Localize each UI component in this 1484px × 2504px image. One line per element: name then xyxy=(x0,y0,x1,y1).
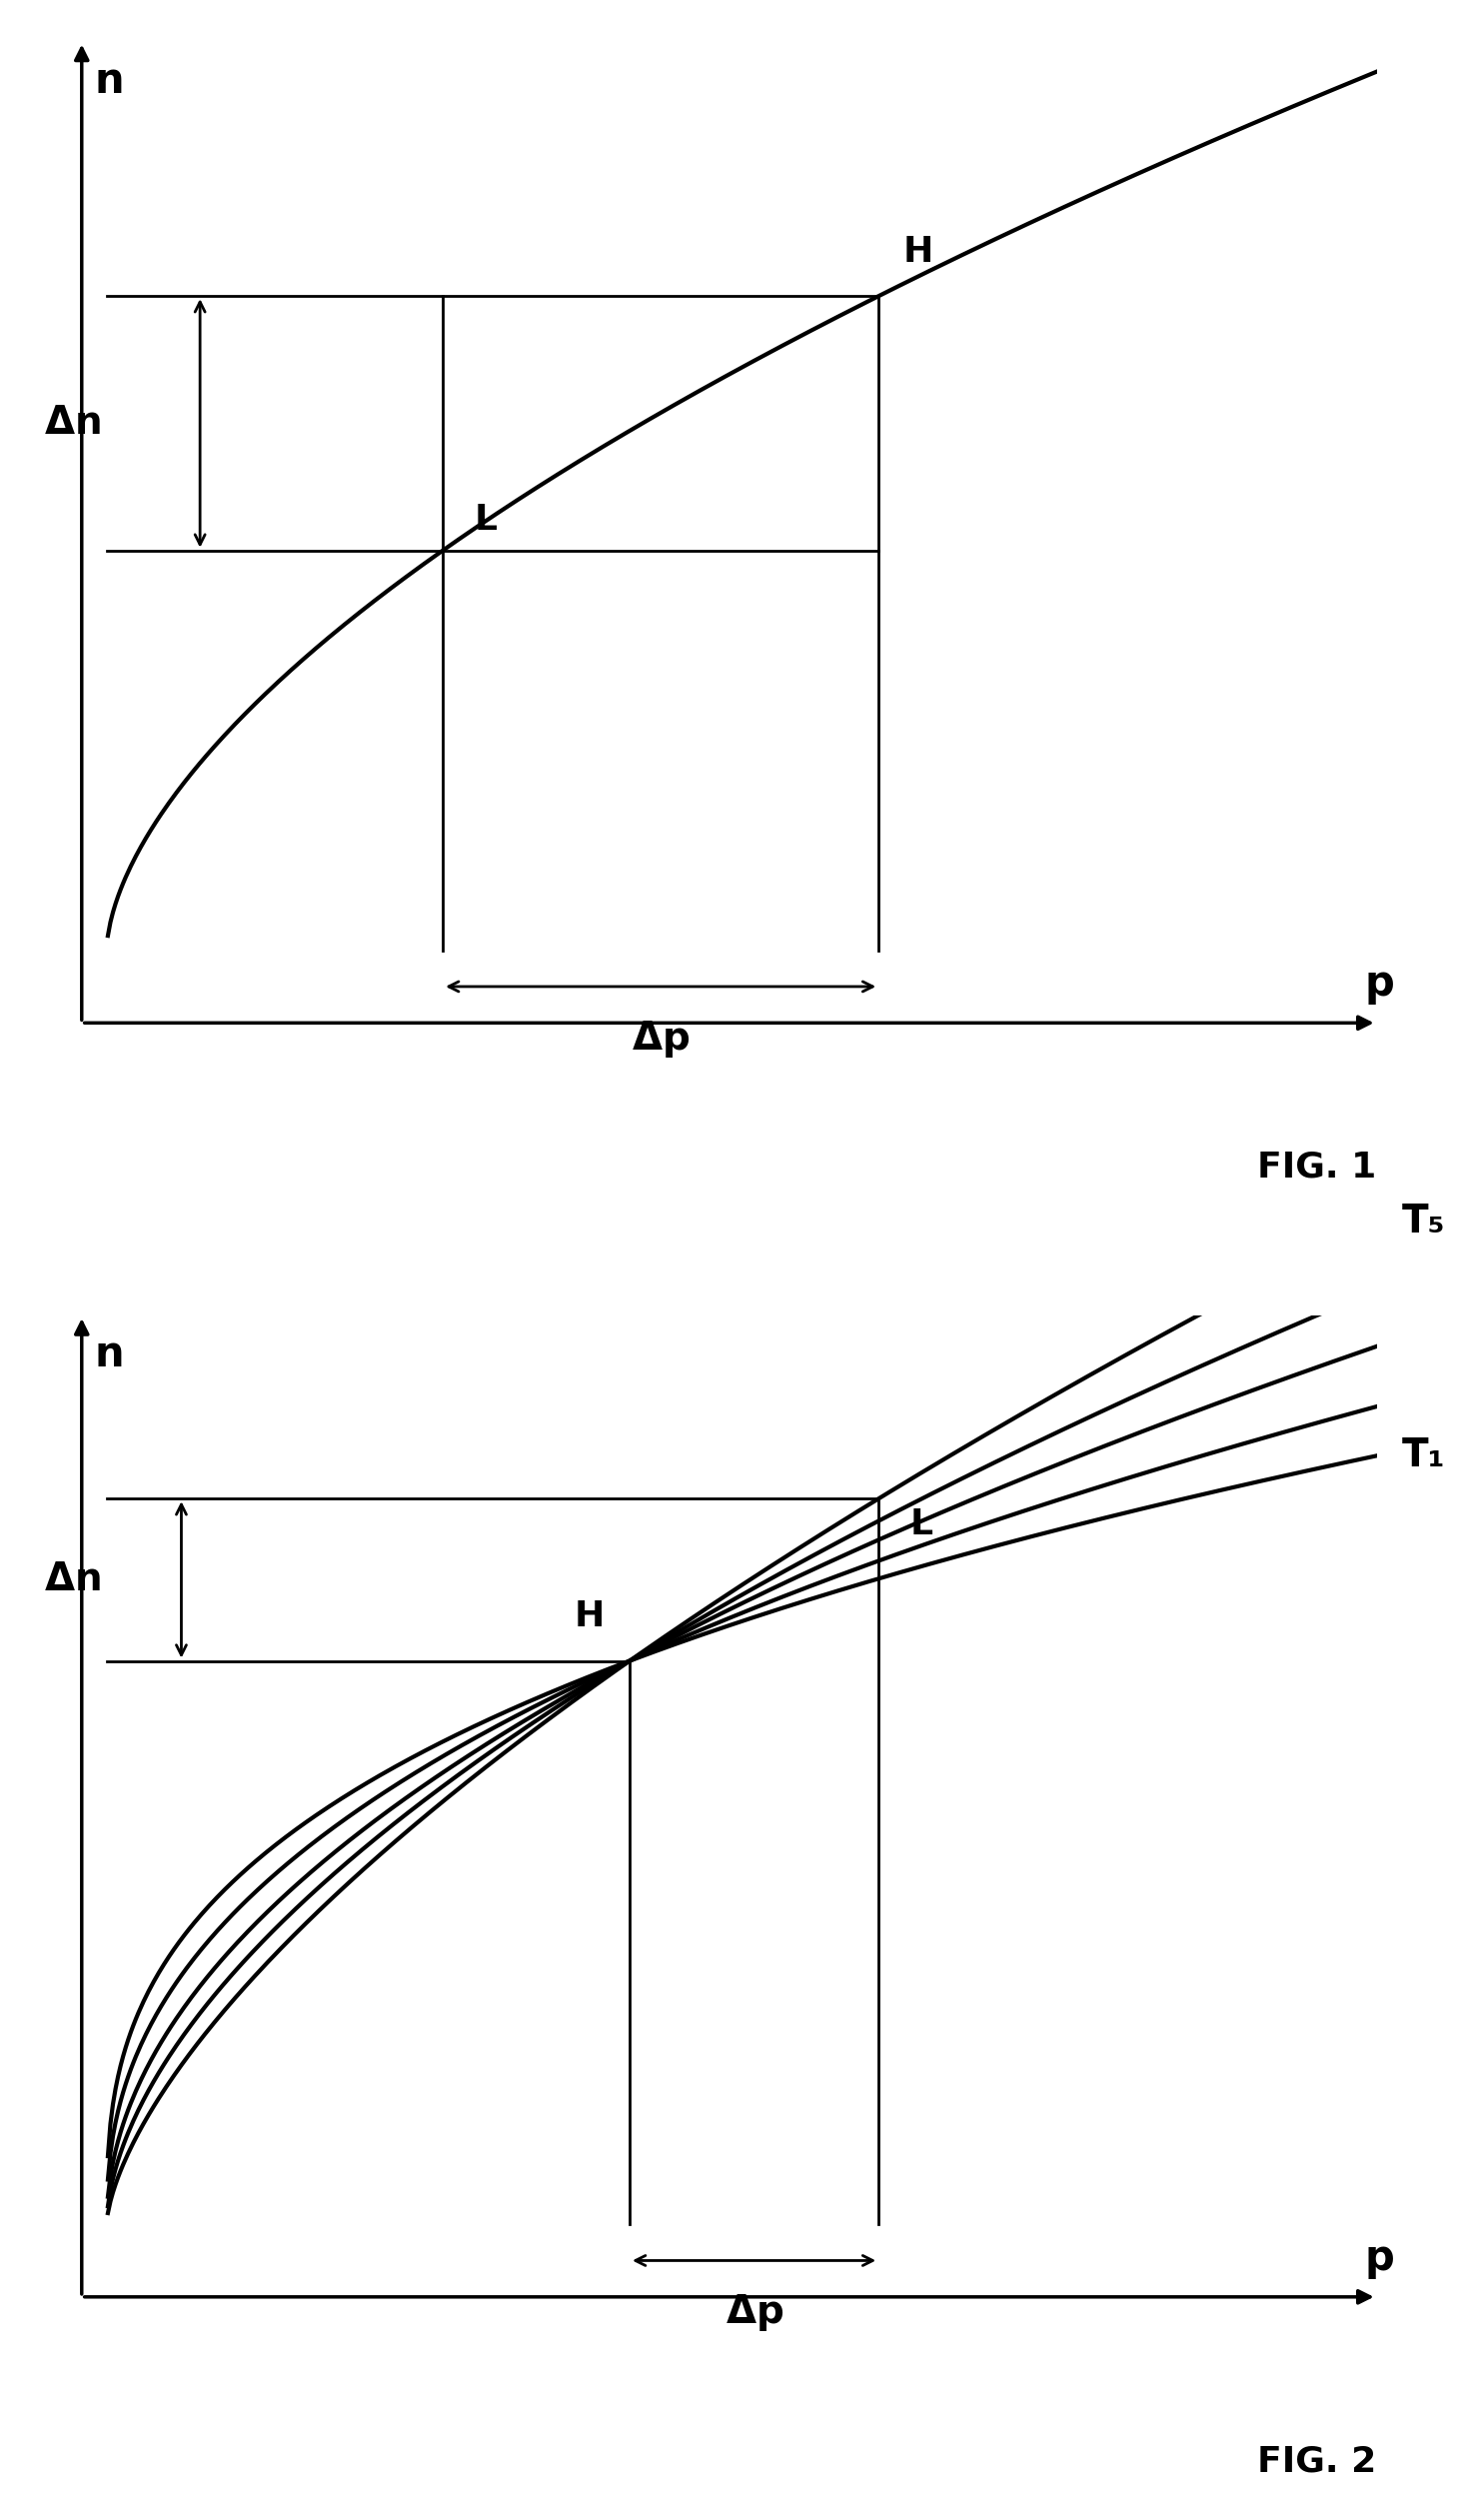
Text: L: L xyxy=(473,503,497,536)
Text: H: H xyxy=(574,1600,604,1633)
Text: n: n xyxy=(93,60,123,103)
Text: FIG. 1: FIG. 1 xyxy=(1257,1149,1377,1184)
Text: H: H xyxy=(904,235,933,268)
Text: T₁: T₁ xyxy=(1401,1437,1445,1475)
Text: n: n xyxy=(93,1335,123,1375)
Text: p: p xyxy=(1364,962,1393,1004)
Text: p: p xyxy=(1364,2236,1393,2279)
Text: $\mathbf{\Delta n}$: $\mathbf{\Delta n}$ xyxy=(43,403,101,443)
Text: $\mathbf{\Delta p}$: $\mathbf{\Delta p}$ xyxy=(726,2291,784,2334)
Text: $\mathbf{\Delta p}$: $\mathbf{\Delta p}$ xyxy=(632,1019,690,1059)
Text: FIG. 2: FIG. 2 xyxy=(1257,2444,1377,2479)
Text: T₅: T₅ xyxy=(1401,1202,1445,1239)
Text: $\mathbf{\Delta n}$: $\mathbf{\Delta n}$ xyxy=(43,1560,101,1598)
Text: L: L xyxy=(910,1507,933,1542)
